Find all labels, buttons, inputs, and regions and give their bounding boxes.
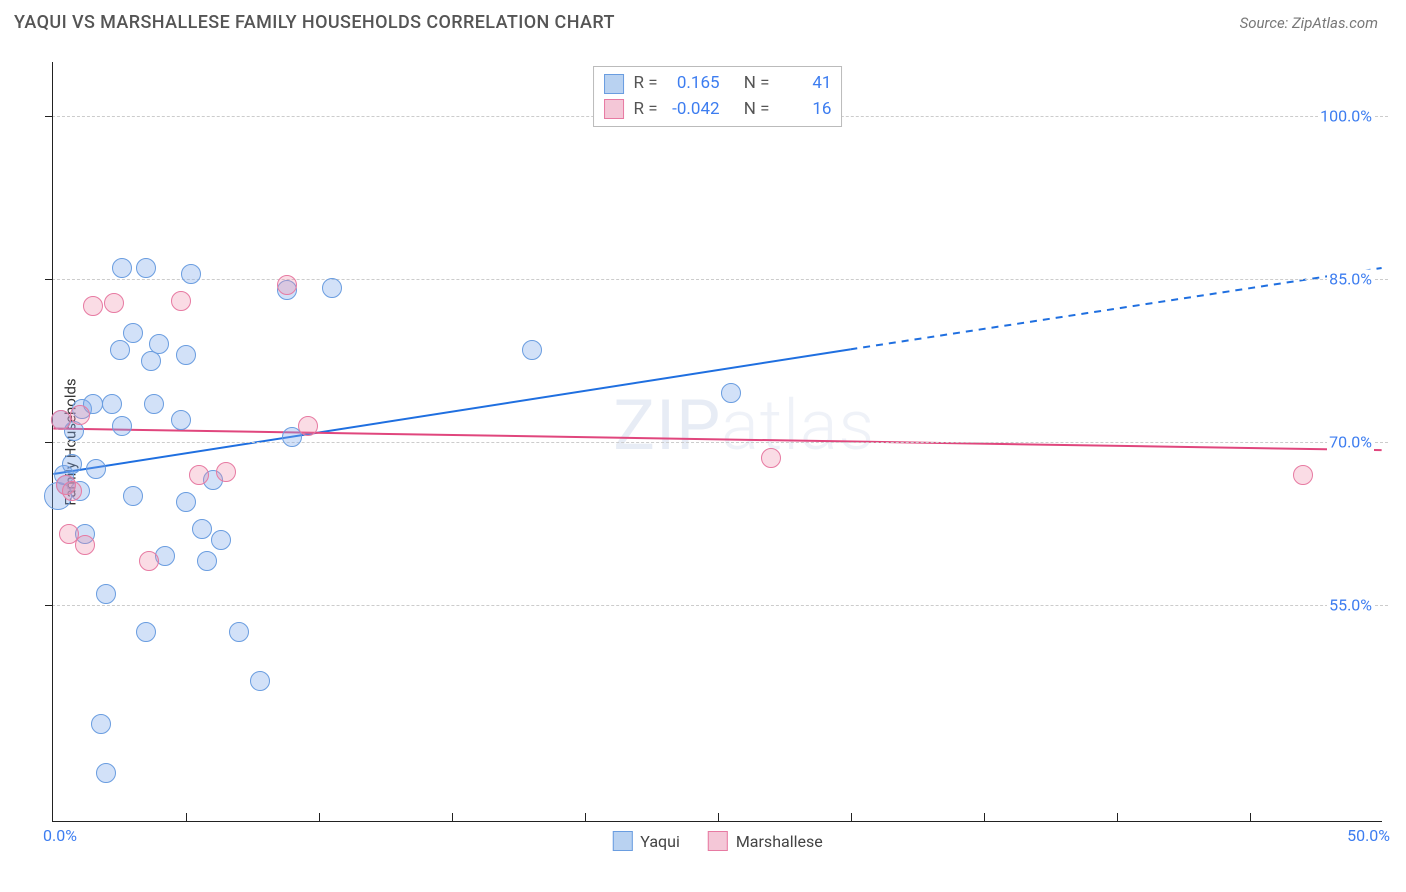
scatter-point [104,293,124,313]
x-tick-mark [1250,813,1251,821]
x-tick-mark [984,813,985,821]
scatter-point [522,340,542,360]
stat-label-n: N = [744,97,770,123]
gridline [47,442,1388,443]
legend-item-marshallese: Marshallese [708,831,823,851]
stat-r-yaqui: 0.165 [668,71,720,97]
x-tick-mark [186,813,187,821]
x-tick-mark [718,813,719,821]
scatter-point [176,492,196,512]
scatter-point [144,394,164,414]
stat-label-r: R = [634,71,658,97]
scatter-point [112,258,132,278]
y-tick-label: 70.0% [1327,433,1374,452]
x-tick-mark [319,813,320,821]
y-tick-mark [45,605,53,606]
y-tick-label: 55.0% [1327,595,1374,614]
scatter-point [277,275,297,295]
y-tick-label: 100.0% [1318,107,1374,126]
scatter-point [123,486,143,506]
scatter-point [298,416,318,436]
scatter-point [761,448,781,468]
scatter-point [91,714,111,734]
chart-source: Source: ZipAtlas.com [1240,14,1378,32]
legend-stats-row-marshallese: R = -0.042 N = 16 [604,97,832,123]
plot-area: ZIPatlas Family Households R = 0.165 N =… [52,62,1382,822]
scatter-point [171,410,191,430]
scatter-point [75,535,95,555]
y-tick-mark [45,442,53,443]
scatter-point [189,465,209,485]
y-tick-mark [45,116,53,117]
scatter-point [123,323,143,343]
scatter-point [102,394,122,414]
swatch-marshallese-icon [604,99,624,119]
stat-label-r: R = [634,97,658,123]
scatter-point [322,278,342,298]
y-tick-label: 85.0% [1327,270,1374,289]
trend-line [53,349,850,474]
scatter-point [176,345,196,365]
scatter-point [83,296,103,316]
scatter-point [1293,465,1313,485]
scatter-point [229,622,249,642]
legend-stats-row-yaqui: R = 0.165 N = 41 [604,71,832,97]
x-tick-mark [585,813,586,821]
scatter-point [96,584,116,604]
swatch-yaqui-icon [604,74,624,94]
x-tick-mark [851,813,852,821]
scatter-point [86,459,106,479]
watermark: ZIPatlas [613,385,875,467]
gridline [47,605,1388,606]
swatch-yaqui-icon [612,831,632,851]
scatter-point [721,383,741,403]
gridline [47,279,1388,280]
scatter-point [62,481,82,501]
x-tick-mark [452,813,453,821]
chart-header: YAQUI VS MARSHALLESE FAMILY HOUSEHOLDS C… [0,0,1406,33]
scatter-point [62,454,82,474]
x-tick-mark [1117,813,1118,821]
chart-title: YAQUI VS MARSHALLESE FAMILY HOUSEHOLDS C… [14,12,615,33]
scatter-point [171,291,191,311]
x-axis-min-label: 0.0% [43,826,77,845]
swatch-marshallese-icon [708,831,728,851]
scatter-point [211,530,231,550]
y-tick-mark [45,279,53,280]
scatter-point [96,763,116,783]
legend-label-yaqui: Yaqui [640,832,680,851]
x-axis-max-label: 50.0% [1347,826,1390,845]
scatter-point [181,264,201,284]
scatter-point [112,416,132,436]
scatter-point [139,551,159,571]
scatter-point [149,334,169,354]
legend-series: Yaqui Marshallese [612,831,822,851]
stat-r-marshallese: -0.042 [668,97,720,123]
legend-stats: R = 0.165 N = 41 R = -0.042 N = 16 [593,66,843,127]
scatter-point [70,405,90,425]
legend-label-marshallese: Marshallese [736,832,823,851]
chart-page: YAQUI VS MARSHALLESE FAMILY HOUSEHOLDS C… [0,0,1406,892]
legend-item-yaqui: Yaqui [612,831,680,851]
stat-n-yaqui: 41 [779,71,831,97]
scatter-point [110,340,130,360]
scatter-point [51,410,71,430]
scatter-point [192,519,212,539]
stat-n-marshallese: 16 [779,97,831,123]
trend-line-dashed [850,268,1381,349]
scatter-point [136,622,156,642]
scatter-point [136,258,156,278]
scatter-point [250,671,270,691]
stat-label-n: N = [744,71,770,97]
scatter-point [197,551,217,571]
trend-line [53,428,1381,450]
scatter-point [216,462,236,482]
